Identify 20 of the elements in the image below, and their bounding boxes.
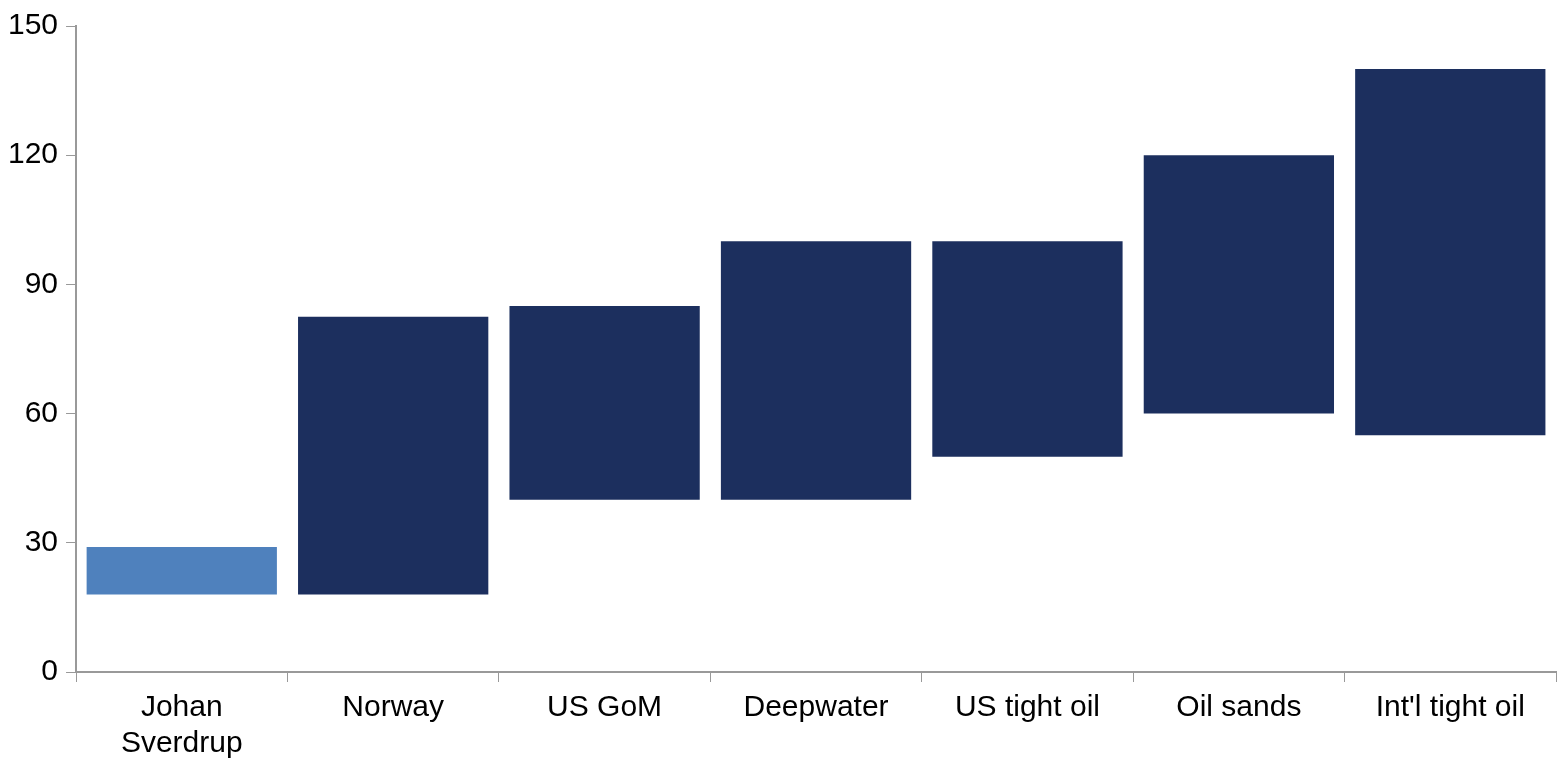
x-tick-label: US tight oil xyxy=(954,689,1100,723)
y-tick-label: 90 xyxy=(24,265,59,299)
bar xyxy=(932,241,1123,457)
x-tick-label: Int'l tight oil xyxy=(1375,689,1525,723)
y-tick-label: 150 xyxy=(7,7,59,41)
y-tick-label: 120 xyxy=(7,136,59,170)
x-tick-label: Deepwater xyxy=(743,689,889,723)
y-tick-label: 60 xyxy=(24,394,59,428)
bar xyxy=(86,547,277,595)
x-tick-label: Johan Sverdrup xyxy=(120,689,243,759)
bar xyxy=(720,241,912,500)
y-tick-label: 0 xyxy=(41,653,59,687)
bar xyxy=(1143,155,1335,414)
bar xyxy=(298,316,489,595)
bar xyxy=(1355,69,1546,436)
x-tick-label: US GoM xyxy=(547,689,663,723)
x-tick-label: Oil sands xyxy=(1176,689,1302,723)
y-tick-label: 30 xyxy=(24,524,59,558)
bar xyxy=(509,305,700,500)
x-tick-label: Norway xyxy=(342,689,445,723)
